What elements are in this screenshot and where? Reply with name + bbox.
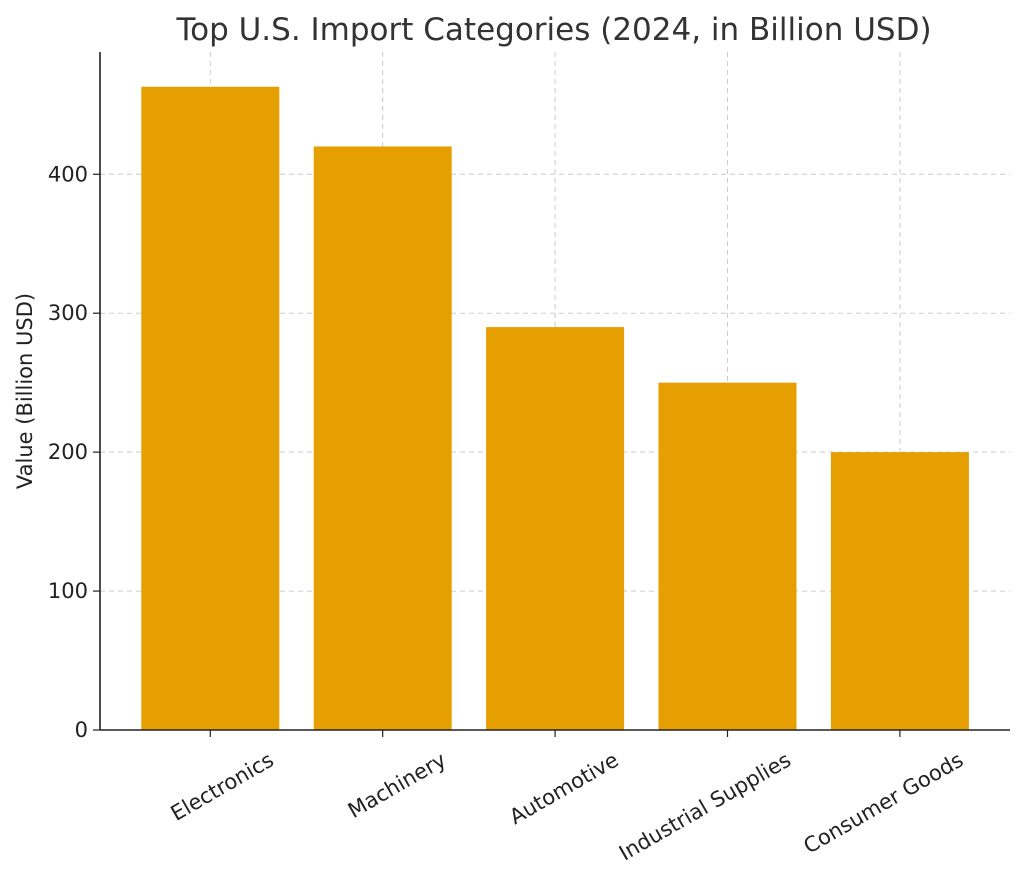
y-tick-label: 200: [48, 440, 88, 464]
y-tick-label: 300: [48, 301, 88, 325]
y-axis-ticks: 0 100 200 300 400: [48, 162, 100, 742]
bar-industrial-supplies: [658, 382, 797, 730]
y-tick-label: 400: [48, 162, 88, 186]
bar-consumer-goods: [830, 452, 969, 730]
bar-automotive: [486, 327, 625, 730]
bars: [141, 86, 969, 731]
y-tick-label: 100: [48, 579, 88, 603]
y-tick-label: 0: [75, 718, 88, 742]
x-tick-label: Automotive: [505, 748, 622, 830]
x-axis-ticks: Electronics Machinery AutomotiveIndustrial…: [167, 730, 968, 866]
chart-title: Top U.S. Import Categories (2024, in Bil…: [175, 12, 931, 48]
x-tick-label: Industrial Supplies: [615, 748, 795, 866]
y-axis-label: Value (Billion USD): [13, 293, 37, 489]
x-tick-label: Electronics: [167, 748, 278, 826]
bar-electronics: [141, 86, 280, 731]
bar-machinery: [313, 146, 452, 730]
x-tick-label: Consumer Goods: [800, 748, 968, 859]
x-tick-label: Machinery: [344, 748, 450, 823]
